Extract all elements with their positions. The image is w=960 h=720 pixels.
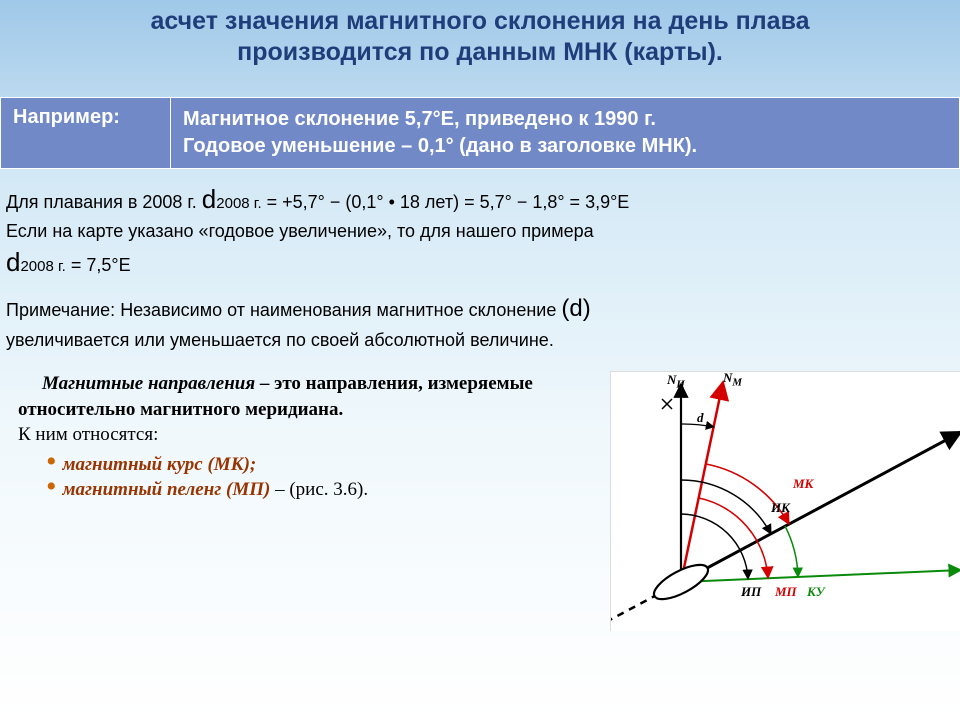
label-ip: ИП <box>741 584 761 600</box>
label-d: d <box>697 410 704 426</box>
label-mk: МК <box>793 476 813 492</box>
compass-figure: NИ NМ d МК ИК ИП МП КУ <box>610 371 960 631</box>
calculation-text: Для плавания в 2008 г. d2008 г. = +5,7° … <box>0 169 960 353</box>
slide-title: асчет значения магнитного склонения на д… <box>0 0 960 87</box>
title-line2: производится по данным МНК (карты). <box>237 38 723 66</box>
bullet-icon: • <box>46 452 57 472</box>
label-nm: NМ <box>723 370 742 389</box>
table-right: Магнитное склонение 5,7°E, приведено к 1… <box>171 97 960 168</box>
lower-section: Магнитные направления – это направления,… <box>0 371 960 631</box>
calc-line2: Если на карте указано «годовое увеличени… <box>6 218 954 244</box>
calc-line3: d2008 г. = 7,5°E <box>6 244 954 282</box>
label-ni: NИ <box>667 372 685 391</box>
lower-text: Магнитные направления – это направления,… <box>18 371 610 631</box>
label-ik: ИК <box>771 500 790 516</box>
label-mp: МП <box>775 584 797 600</box>
list-item: • магнитный пеленг (МП) – (рис. 3.6). <box>46 477 602 503</box>
list-item: • магнитный курс (МК); <box>46 452 602 478</box>
bullet-icon: • <box>46 477 57 497</box>
calc-line1: Для плавания в 2008 г. d2008 г. = +5,7° … <box>6 181 954 219</box>
calc-note: Примечание: Независимо от наименования м… <box>6 292 954 353</box>
table-left: Например: <box>1 97 171 168</box>
title-line1: асчет значения магнитного склонения на д… <box>150 7 809 35</box>
example-table: Например: Магнитное склонение 5,7°E, при… <box>0 97 960 169</box>
label-ku: КУ <box>807 584 825 600</box>
bullet-list: • магнитный курс (МК); • магнитный пелен… <box>18 452 602 503</box>
